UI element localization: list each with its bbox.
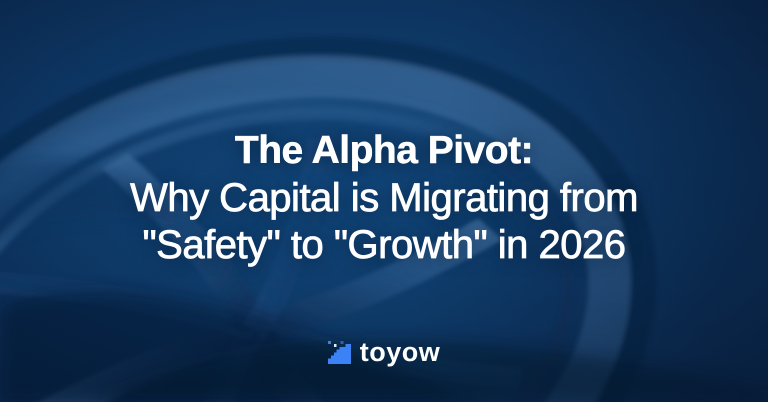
pixel-stairs-chart-icon	[327, 341, 351, 364]
headline-block: The Alpha Pivot: Why Capital is Migratin…	[0, 127, 768, 269]
subtitle-line-1: Why Capital is Migrating from	[130, 176, 639, 221]
brand-wordmark: toyow	[359, 337, 441, 367]
page-title: The Alpha Pivot:	[234, 129, 534, 173]
brand-logo: toyow	[0, 339, 768, 366]
subtitle-line-2: "Safety" to "Growth" in 2026	[142, 223, 626, 268]
